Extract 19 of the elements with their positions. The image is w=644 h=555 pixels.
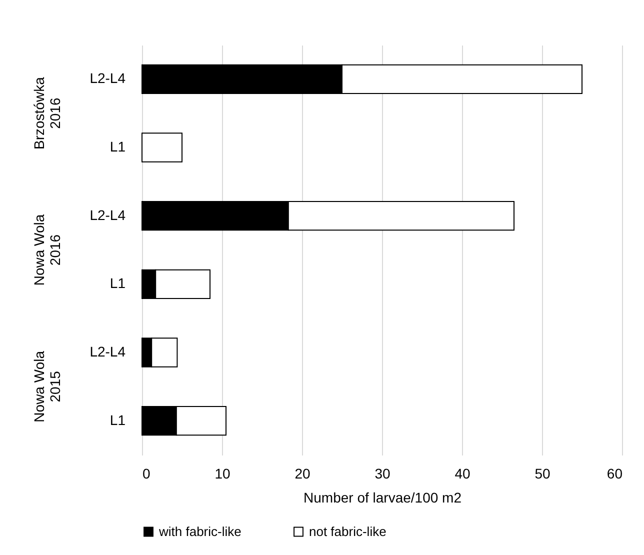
text: Brzostówka 2016 [31,76,63,150]
x-tick-label: 20 [294,466,310,482]
x-tick-label: 50 [534,466,550,482]
x-tick-label: 60 [606,466,623,482]
y-tick-label: L1 [110,138,126,154]
y-tick-label: L1 [110,412,126,428]
legend-label: not fabric-like [309,524,386,539]
x-axis-title: Number of larvae/100 m2 [304,490,462,506]
legend-label: with fabric-like [158,524,242,539]
y-tick-label: L1 [110,275,126,292]
x-tick-label: 10 [214,466,230,482]
y-tick-label: L2-L4 [90,344,126,360]
text: Nowa Wola 2016 [31,214,63,286]
x-tick-label: 30 [374,466,390,482]
x-tick-label: 40 [454,466,470,482]
x-tick-label: 0 [142,466,150,482]
y-tick-label: L2-L4 [90,206,126,223]
y-tick-label: L2-L4 [90,70,126,86]
text: Nowa Wola 2015 [31,350,63,422]
